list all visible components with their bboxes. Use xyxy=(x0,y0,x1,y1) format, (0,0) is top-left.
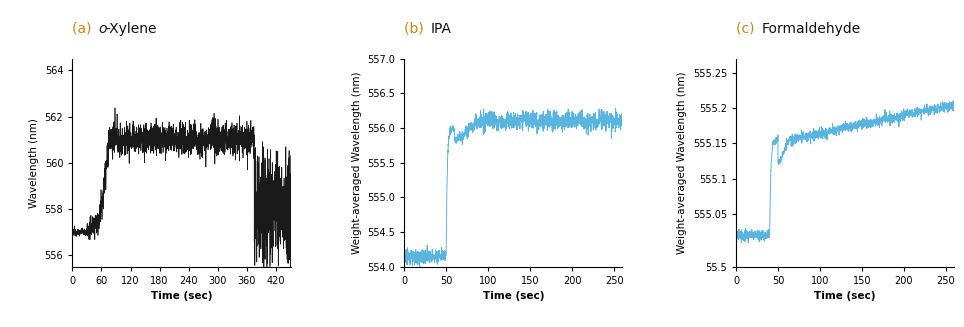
Text: IPA: IPA xyxy=(430,22,451,36)
Text: (b): (b) xyxy=(404,22,428,36)
Y-axis label: Wavelength (nm): Wavelength (nm) xyxy=(29,118,40,208)
X-axis label: Time (sec): Time (sec) xyxy=(483,291,544,301)
Text: Formaldehyde: Formaldehyde xyxy=(763,22,861,36)
Y-axis label: Weight-averaged Wavelength (nm): Weight-averaged Wavelength (nm) xyxy=(677,71,687,254)
Text: (c): (c) xyxy=(736,22,759,36)
X-axis label: Time (sec): Time (sec) xyxy=(815,291,876,301)
Text: o: o xyxy=(98,22,107,36)
Text: (a): (a) xyxy=(72,22,96,36)
Text: -Xylene: -Xylene xyxy=(105,22,156,36)
Y-axis label: Weight-averaged Wavelength (nm): Weight-averaged Wavelength (nm) xyxy=(352,71,362,254)
X-axis label: Time (sec): Time (sec) xyxy=(150,291,212,301)
